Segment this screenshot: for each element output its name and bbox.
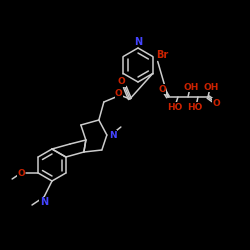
Text: HO: HO: [187, 102, 203, 112]
Text: N: N: [109, 130, 117, 140]
Text: HO: HO: [167, 102, 183, 112]
Text: OH: OH: [183, 82, 199, 92]
Text: O: O: [17, 168, 25, 177]
Text: N: N: [134, 37, 142, 47]
Text: O: O: [118, 78, 126, 86]
Text: O: O: [115, 90, 123, 98]
Text: Br: Br: [156, 50, 169, 59]
Text: O: O: [212, 98, 220, 108]
Text: N: N: [40, 197, 48, 207]
Text: O: O: [158, 84, 166, 94]
Text: OH: OH: [203, 82, 219, 92]
